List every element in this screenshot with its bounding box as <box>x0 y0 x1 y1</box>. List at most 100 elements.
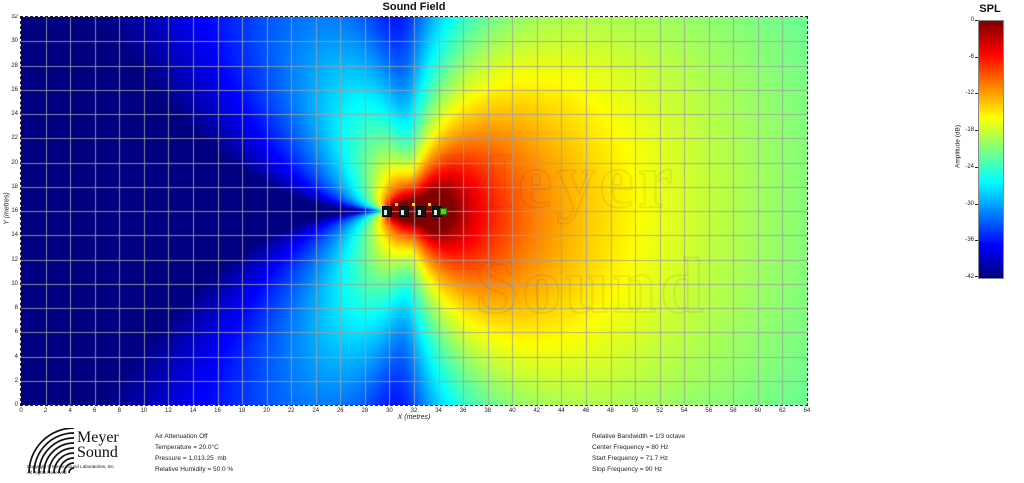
speaker-icon[interactable] <box>399 205 410 217</box>
x-tick-label: 54 <box>680 408 688 414</box>
info-line: Center Frequency = 80 Hz <box>592 444 669 451</box>
speaker-icon[interactable] <box>416 205 427 217</box>
yellow-marker <box>394 202 398 206</box>
info-line: Air Attenuation Off <box>155 433 208 440</box>
x-tick-label: 0 <box>19 408 23 414</box>
x-tick-label: 62 <box>779 408 786 414</box>
x-tick-label: 48 <box>607 408 614 414</box>
logo-word-meyer: Meyer <box>77 429 119 446</box>
logo-arcs-icon <box>28 427 75 474</box>
x-axis-label: X (metres) <box>397 414 431 421</box>
y-tick-label: 6 <box>14 329 18 336</box>
logo-word-sound: Sound <box>77 444 118 461</box>
colorbar-axis-label: Amplitude (dB) <box>954 125 962 168</box>
x-tick-label: 14 <box>189 408 197 414</box>
x-tick-label: 34 <box>435 408 442 414</box>
colorbar-tick-mark <box>975 166 978 168</box>
x-tick-label: 30 <box>386 408 393 414</box>
yellow-marker <box>427 202 431 206</box>
y-tick-label: 26 <box>11 86 18 93</box>
frequency-info-block: Relative Bandwidth = 1/3 octave Center Fr… <box>592 431 685 475</box>
colorbar-tick-label: -30 <box>965 200 974 207</box>
colorbar-tick-label: -6 <box>968 53 974 60</box>
colorbar-tick-mark <box>975 56 978 58</box>
x-tick-label: 60 <box>754 408 762 414</box>
colorbar-tick-mark <box>975 240 978 242</box>
x-tick-label: 18 <box>238 408 246 414</box>
speaker-icon[interactable] <box>381 205 392 217</box>
colorbar-tick-mark <box>975 130 978 132</box>
x-tick-label: 20 <box>263 408 270 414</box>
x-tick-label: 42 <box>533 408 541 414</box>
x-tick-label: 32 <box>410 408 418 414</box>
info-line: Stop Frequency = 90 Hz <box>592 466 663 473</box>
y-tick-label: 24 <box>11 111 18 117</box>
x-tick-label: 28 <box>361 408 369 414</box>
y-tick-label: 30 <box>11 38 18 45</box>
colorbar-tick-label: -36 <box>965 237 974 244</box>
speaker-cone-glyph <box>434 209 438 215</box>
y-tick-label: 16 <box>11 208 18 214</box>
logo-copyright: Copyright © Meyer Sound Laboratories, In… <box>27 464 115 475</box>
colorbar-tick-label: -24 <box>965 163 974 170</box>
x-tick-label: 40 <box>508 408 516 414</box>
colorbar-tick-mark <box>975 276 978 277</box>
y-tick-label: 14 <box>11 232 18 239</box>
colorbar-tick-mark <box>975 93 978 95</box>
x-tick-label: 12 <box>165 408 172 414</box>
y-tick-label: 8 <box>14 305 18 311</box>
y-axis-label: Y (metres) <box>3 192 11 225</box>
y-tick-label: 28 <box>11 62 18 69</box>
x-tick-label: 46 <box>582 408 590 414</box>
speaker-cone-glyph <box>418 209 422 215</box>
x-tick-label: 50 <box>631 408 639 414</box>
y-tick-label: 18 <box>11 183 18 190</box>
x-tick-label: 38 <box>484 408 492 414</box>
y-tick-label: 10 <box>11 280 18 287</box>
colorbar-tick-label: 0 <box>970 17 974 23</box>
plot-title: Sound Field <box>382 1 446 13</box>
info-line: Relative Bandwidth = 1/3 octave <box>592 433 686 440</box>
sound-field-heatmap[interactable] <box>21 17 807 405</box>
speaker-cone-glyph <box>383 209 387 215</box>
colorbar-tick-label: -12 <box>965 90 974 97</box>
x-tick-label: 4 <box>68 408 72 414</box>
x-tick-label: 8 <box>117 408 121 414</box>
x-tick-label: 58 <box>729 408 737 414</box>
colorbar-tick-label: -42 <box>965 274 974 280</box>
speaker-cone-glyph <box>401 209 405 215</box>
colorbar-tick-label: -18 <box>965 127 974 134</box>
meyer-sound-logo: Meyer Sound Copyright © Meyer Sound Labo… <box>25 427 160 480</box>
green-marker[interactable] <box>439 207 447 215</box>
x-tick-label: 64 <box>803 408 811 414</box>
info-line: Start Frequency = 71.7 Hz <box>592 455 669 462</box>
plot-area: Meyer Sound <box>20 16 808 406</box>
y-tick-label: 32 <box>11 14 18 20</box>
yellow-marker <box>411 202 415 206</box>
environment-info-block: Air Attenuation Off Temperature = 20.0°C P… <box>155 431 233 475</box>
x-tick-label: 10 <box>140 408 148 414</box>
y-tick-label: 12 <box>11 256 18 263</box>
colorbar-tick-mark <box>975 20 978 21</box>
x-tick-label: 22 <box>287 408 295 414</box>
y-tick-label: 2 <box>14 377 18 384</box>
y-tick-label: 20 <box>11 159 18 166</box>
x-tick-label: 52 <box>656 408 663 414</box>
logo-wordmark: Meyer Sound <box>77 429 119 461</box>
x-tick-label: 16 <box>214 408 221 414</box>
x-tick-label: 24 <box>312 408 320 414</box>
y-tick-label: 22 <box>11 135 18 142</box>
info-line: Temperature = 20.0°C <box>155 444 219 451</box>
info-line: Pressure = 1,013.25 mb <box>155 455 227 462</box>
y-tick-label: 4 <box>14 353 18 360</box>
x-tick-label: 36 <box>459 408 467 414</box>
x-tick-label: 2 <box>43 408 48 414</box>
info-line: Relative Humidity = 50.0 % <box>155 466 234 473</box>
x-tick-label: 56 <box>705 408 713 414</box>
y-tick-label: 0 <box>14 402 18 408</box>
x-tick-label: 6 <box>93 408 97 414</box>
colorbar-title: SPL <box>979 3 1001 15</box>
x-tick-label: 26 <box>336 408 344 414</box>
colorbar-gradient <box>978 20 1004 279</box>
